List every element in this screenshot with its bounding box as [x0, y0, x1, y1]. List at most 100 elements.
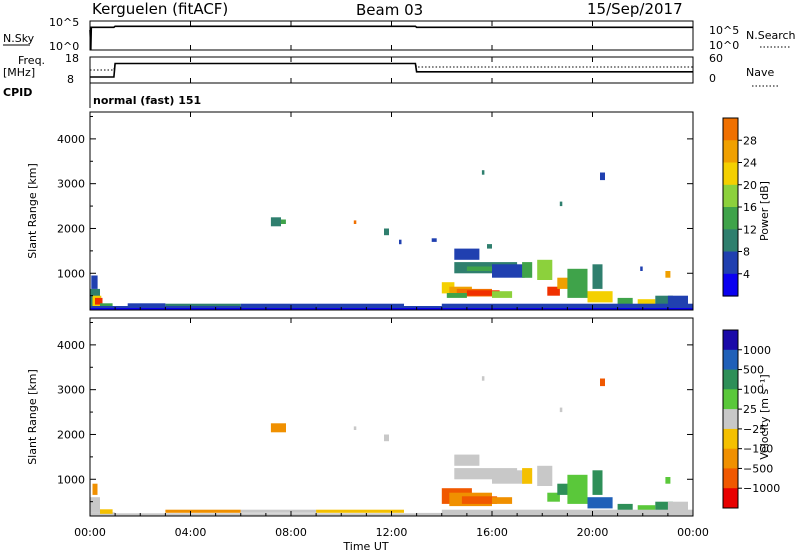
velocity-cell: [655, 501, 673, 511]
velocity-ytick-label: 2000: [57, 428, 85, 441]
power-cell: [655, 295, 673, 305]
velocity-cell: [92, 483, 98, 495]
power-cell: [416, 307, 693, 310]
velocity-frame: [89, 317, 694, 517]
velocity-cell: [557, 483, 575, 495]
velocity-colorbar-segment: [723, 409, 738, 430]
velocity-cell: [384, 434, 389, 442]
power-colorbar-segment: [723, 273, 738, 297]
power-cell: [441, 282, 455, 294]
velocity-panel: 1000 2000 3000 4000 Slant Range [km] 1000 50…: [26, 317, 780, 517]
power-cell: [667, 295, 688, 307]
nsky-panel: N.Sky 10^5 10^0 10^5 10^0 N.Search: [3, 16, 796, 53]
power-cell: [617, 297, 633, 305]
power-colorbar-segment: [723, 118, 738, 141]
power-cell: [547, 286, 560, 296]
power-panel: 1000 2000 3000 4000 Slant Range [km] 4 8 12 16…: [26, 111, 771, 311]
power-cell: [567, 268, 588, 298]
velocity-ylabel: Slant Range [km]: [26, 369, 39, 465]
power-cell: [454, 248, 480, 260]
power-cell: [466, 266, 505, 271]
power-cell: [557, 277, 575, 289]
velocity-colorbar-label: Velocity [m s⁻¹]: [758, 374, 771, 459]
velocity-cell: [240, 509, 317, 513]
power-cell: [384, 228, 389, 236]
date-label: 15/Sep/2017: [587, 0, 683, 18]
power-cell: [487, 244, 492, 249]
freq-tick-top: 18: [65, 52, 79, 65]
freq-tick-bottom: 8: [67, 73, 74, 86]
power-y-axis: 1000 2000 3000 4000: [57, 115, 693, 297]
velocity-colorbar-segment: [723, 448, 738, 469]
velocity-cell: [637, 505, 656, 511]
velocity-colorbar-tick-label: −1000: [743, 482, 780, 495]
velocity-cell: [481, 376, 485, 381]
power-colorbar-label: Power [dB]: [758, 181, 771, 241]
power-cell: [592, 264, 603, 289]
velocity-colorbar-tick-label: −25: [743, 423, 766, 436]
xtick-label: 04:00: [175, 526, 207, 539]
power-cell: [91, 275, 98, 289]
velocity-cell: [592, 470, 603, 495]
power-colorbar-tick-label: 4: [743, 268, 750, 281]
power-cell: [600, 172, 605, 181]
velocity-ytick-label: 3000: [57, 384, 85, 397]
velocity-colorbar: 1000 500 100 25 −25 −100 −500 −1000: [722, 329, 780, 509]
xtick-label: 20:00: [577, 526, 609, 539]
nsky-series: [89, 25, 693, 51]
power-cell: [466, 290, 500, 296]
velocity-y-axis: 1000 2000 3000 4000: [57, 321, 693, 503]
velocity-cell: [492, 497, 513, 504]
freq-unit-label: [MHz]: [3, 66, 35, 79]
trace-freq: [90, 62, 693, 78]
velocity-colorbar-tick-label: −100: [743, 443, 773, 456]
velocity-colorbar-segment: [723, 468, 738, 489]
power-cell: [240, 303, 317, 307]
velocity-cell: [90, 497, 100, 513]
velocity-ytick-label: 4000: [57, 339, 85, 352]
nave-tick-bottom: 0: [709, 72, 716, 85]
xtick-label: 16:00: [476, 526, 508, 539]
xtick-label: 00:00: [74, 526, 106, 539]
velocity-ytick-label: 1000: [57, 473, 85, 486]
time-x-axis: 00:00 04:00 08:00 12:00 16:00 20:00 00:00: [74, 21, 709, 539]
power-colorbar-tick-label: 20: [743, 179, 757, 192]
nsky-right-tick-bottom: 10^0: [709, 39, 739, 52]
velocity-cell: [461, 496, 498, 504]
velocity-colorbar-segment: [723, 389, 738, 410]
nsky-left-tick-bottom: 10^0: [49, 40, 79, 53]
power-cell: [165, 303, 241, 307]
power-ytick-label: 3000: [57, 178, 85, 191]
power-cell: [481, 170, 485, 175]
velocity-cell: [559, 407, 563, 413]
velocity-cell: [441, 509, 694, 514]
power-colorbar: 4 8 12 16 20 24 28: [722, 117, 757, 297]
nsky-right-tick-top: 10^5: [709, 24, 739, 37]
velocity-cell: [665, 477, 671, 484]
velocity-colorbar-frame: [722, 329, 739, 509]
beam-label: Beam 03: [356, 1, 423, 19]
cpid-label: CPID: [3, 86, 32, 99]
velocity-colorbar-segment: [723, 428, 738, 450]
power-cell: [587, 291, 613, 303]
velocity-cell: [165, 509, 241, 513]
power-colorbar-segment: [723, 162, 738, 186]
velocity-cell: [667, 501, 688, 513]
velocity-cell: [416, 512, 693, 516]
power-cell: [559, 201, 563, 207]
velocity-cell: [270, 423, 286, 433]
power-colorbar-segment: [723, 184, 738, 208]
power-cell: [431, 238, 437, 242]
velocity-colorbar-segment: [723, 488, 738, 509]
velocity-heatmap: [90, 376, 694, 516]
nsky-label: N.Sky: [3, 32, 35, 45]
power-ytick-label: 1000: [57, 267, 85, 280]
power-cell: [492, 291, 513, 298]
power-cell: [127, 303, 166, 307]
xlabel: Time UT: [342, 540, 388, 553]
velocity-colorbar-tick-label: −500: [743, 462, 773, 475]
power-cell: [353, 220, 357, 224]
velocity-colorbar-tick-label: 25: [743, 403, 757, 416]
velocity-colorbar-tick-label: 100: [743, 383, 764, 396]
